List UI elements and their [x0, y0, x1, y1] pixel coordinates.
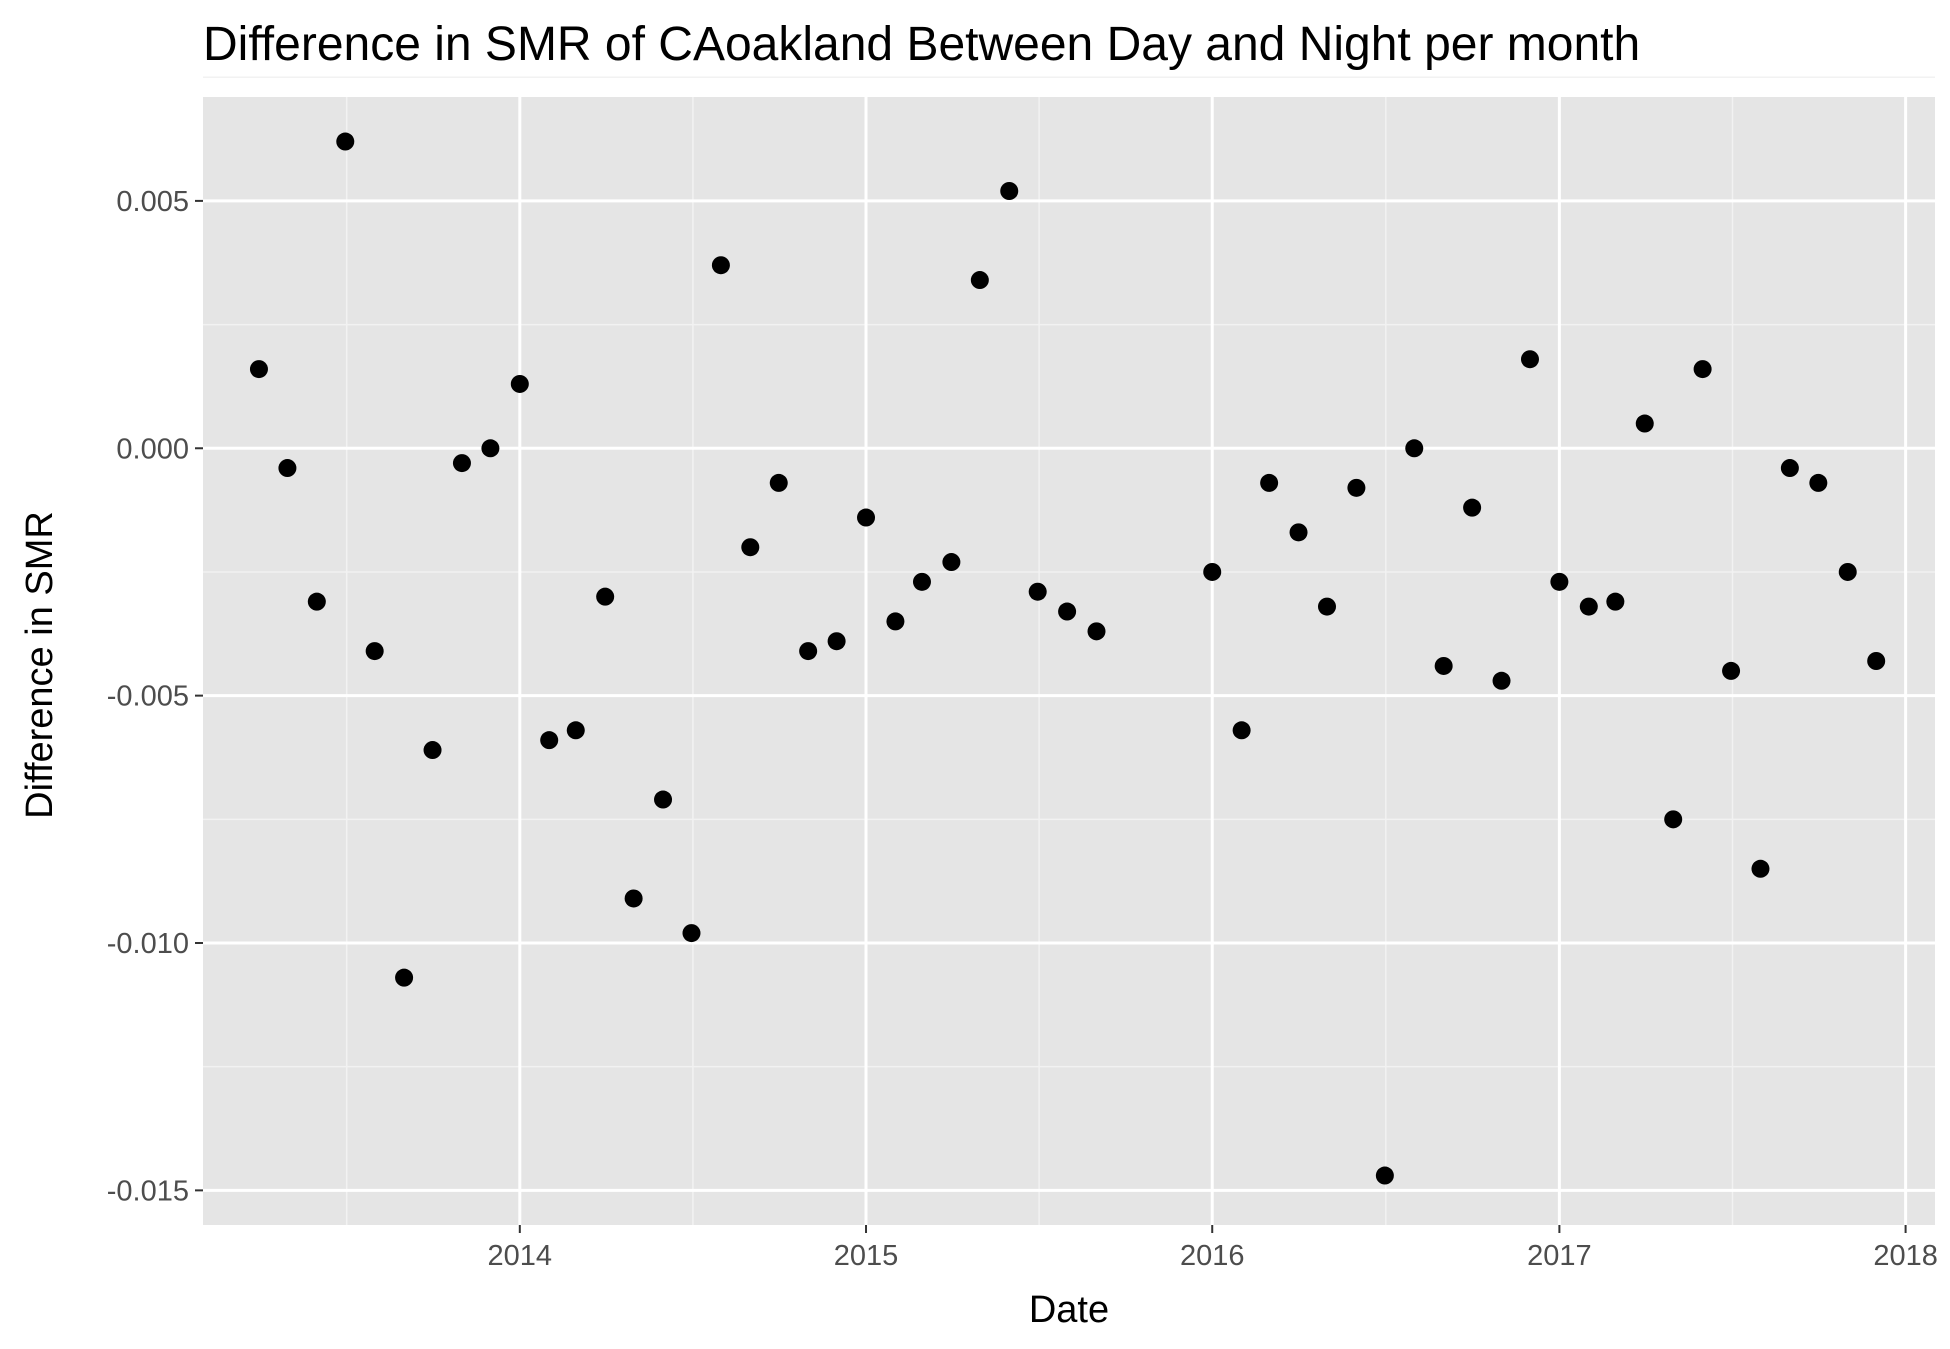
data-point [1751, 859, 1770, 878]
data-point [365, 642, 384, 661]
data-point [1347, 478, 1366, 497]
data-point [1203, 562, 1222, 581]
x-axis-title: Date [1029, 1289, 1109, 1331]
data-point [1405, 439, 1424, 458]
chart-title: Difference in SMR of CAoakland Between D… [203, 18, 1640, 71]
data-point [278, 459, 297, 478]
data-point [395, 968, 414, 987]
data-point [249, 360, 268, 379]
data-point [596, 587, 615, 606]
data-point [970, 271, 989, 290]
data-point [1028, 582, 1047, 601]
x-tick-label: 2015 [834, 1240, 899, 1272]
data-point [336, 132, 355, 151]
data-point [1375, 1166, 1394, 1185]
data-point [827, 632, 846, 651]
data-point [1635, 414, 1654, 433]
data-point [1058, 602, 1077, 621]
minor-grid-y [203, 76, 1935, 1068]
minor-grid-x [345, 97, 1734, 1225]
y-tick-label: 0.000 [116, 433, 189, 465]
y-tick-label: -0.010 [107, 928, 189, 960]
data-point [1664, 810, 1683, 829]
data-point [452, 454, 471, 473]
data-point [1492, 671, 1511, 690]
data-point [1317, 597, 1336, 616]
x-tick-label: 2018 [1873, 1240, 1938, 1272]
data-point [1260, 473, 1279, 492]
y-tick-label: -0.005 [107, 681, 189, 713]
data-point [566, 721, 585, 740]
data-point [1867, 652, 1886, 670]
data-point [857, 508, 876, 527]
data-point [510, 374, 529, 393]
points-layer [249, 132, 1886, 1185]
data-point [682, 924, 701, 943]
data-point [711, 256, 730, 275]
y-tick-label: 0.005 [116, 186, 189, 218]
data-point [481, 439, 500, 458]
data-point [1000, 182, 1019, 200]
data-point [1838, 562, 1857, 581]
data-point [799, 642, 818, 661]
plot-panel [203, 97, 1935, 1225]
data-point [1434, 656, 1453, 675]
data-point [886, 612, 905, 631]
data-point [1606, 592, 1625, 611]
data-point [912, 572, 931, 591]
x-tick-label: 2014 [488, 1240, 553, 1272]
data-point [654, 790, 673, 809]
x-tick-label: 2016 [1180, 1240, 1245, 1272]
data-point [1463, 498, 1482, 517]
data-point [1780, 459, 1799, 478]
major-grid-x [518, 97, 1908, 1225]
data-point [1232, 721, 1251, 740]
data-point [1809, 473, 1828, 492]
y-axis-ticks: 0.005 0.000 -0.005 -0.010 -0.015 [107, 186, 203, 1207]
data-point [1550, 572, 1569, 591]
data-point [1722, 661, 1741, 680]
data-point [741, 538, 760, 557]
data-point [942, 553, 961, 572]
data-point [1579, 597, 1598, 616]
data-point [1087, 622, 1106, 641]
x-tick-label: 2017 [1527, 1240, 1592, 1272]
data-point [307, 592, 326, 611]
data-point [1693, 360, 1712, 379]
y-axis-title: Difference in SMR [19, 511, 61, 819]
data-point [1289, 523, 1308, 542]
y-tick-label: -0.015 [107, 1175, 189, 1207]
data-point [624, 889, 643, 908]
data-point [769, 473, 788, 492]
x-axis-ticks: 2014 2015 2016 2017 2018 [488, 1225, 1938, 1272]
data-point [423, 741, 442, 760]
data-point [1520, 350, 1539, 369]
data-point [540, 731, 559, 750]
